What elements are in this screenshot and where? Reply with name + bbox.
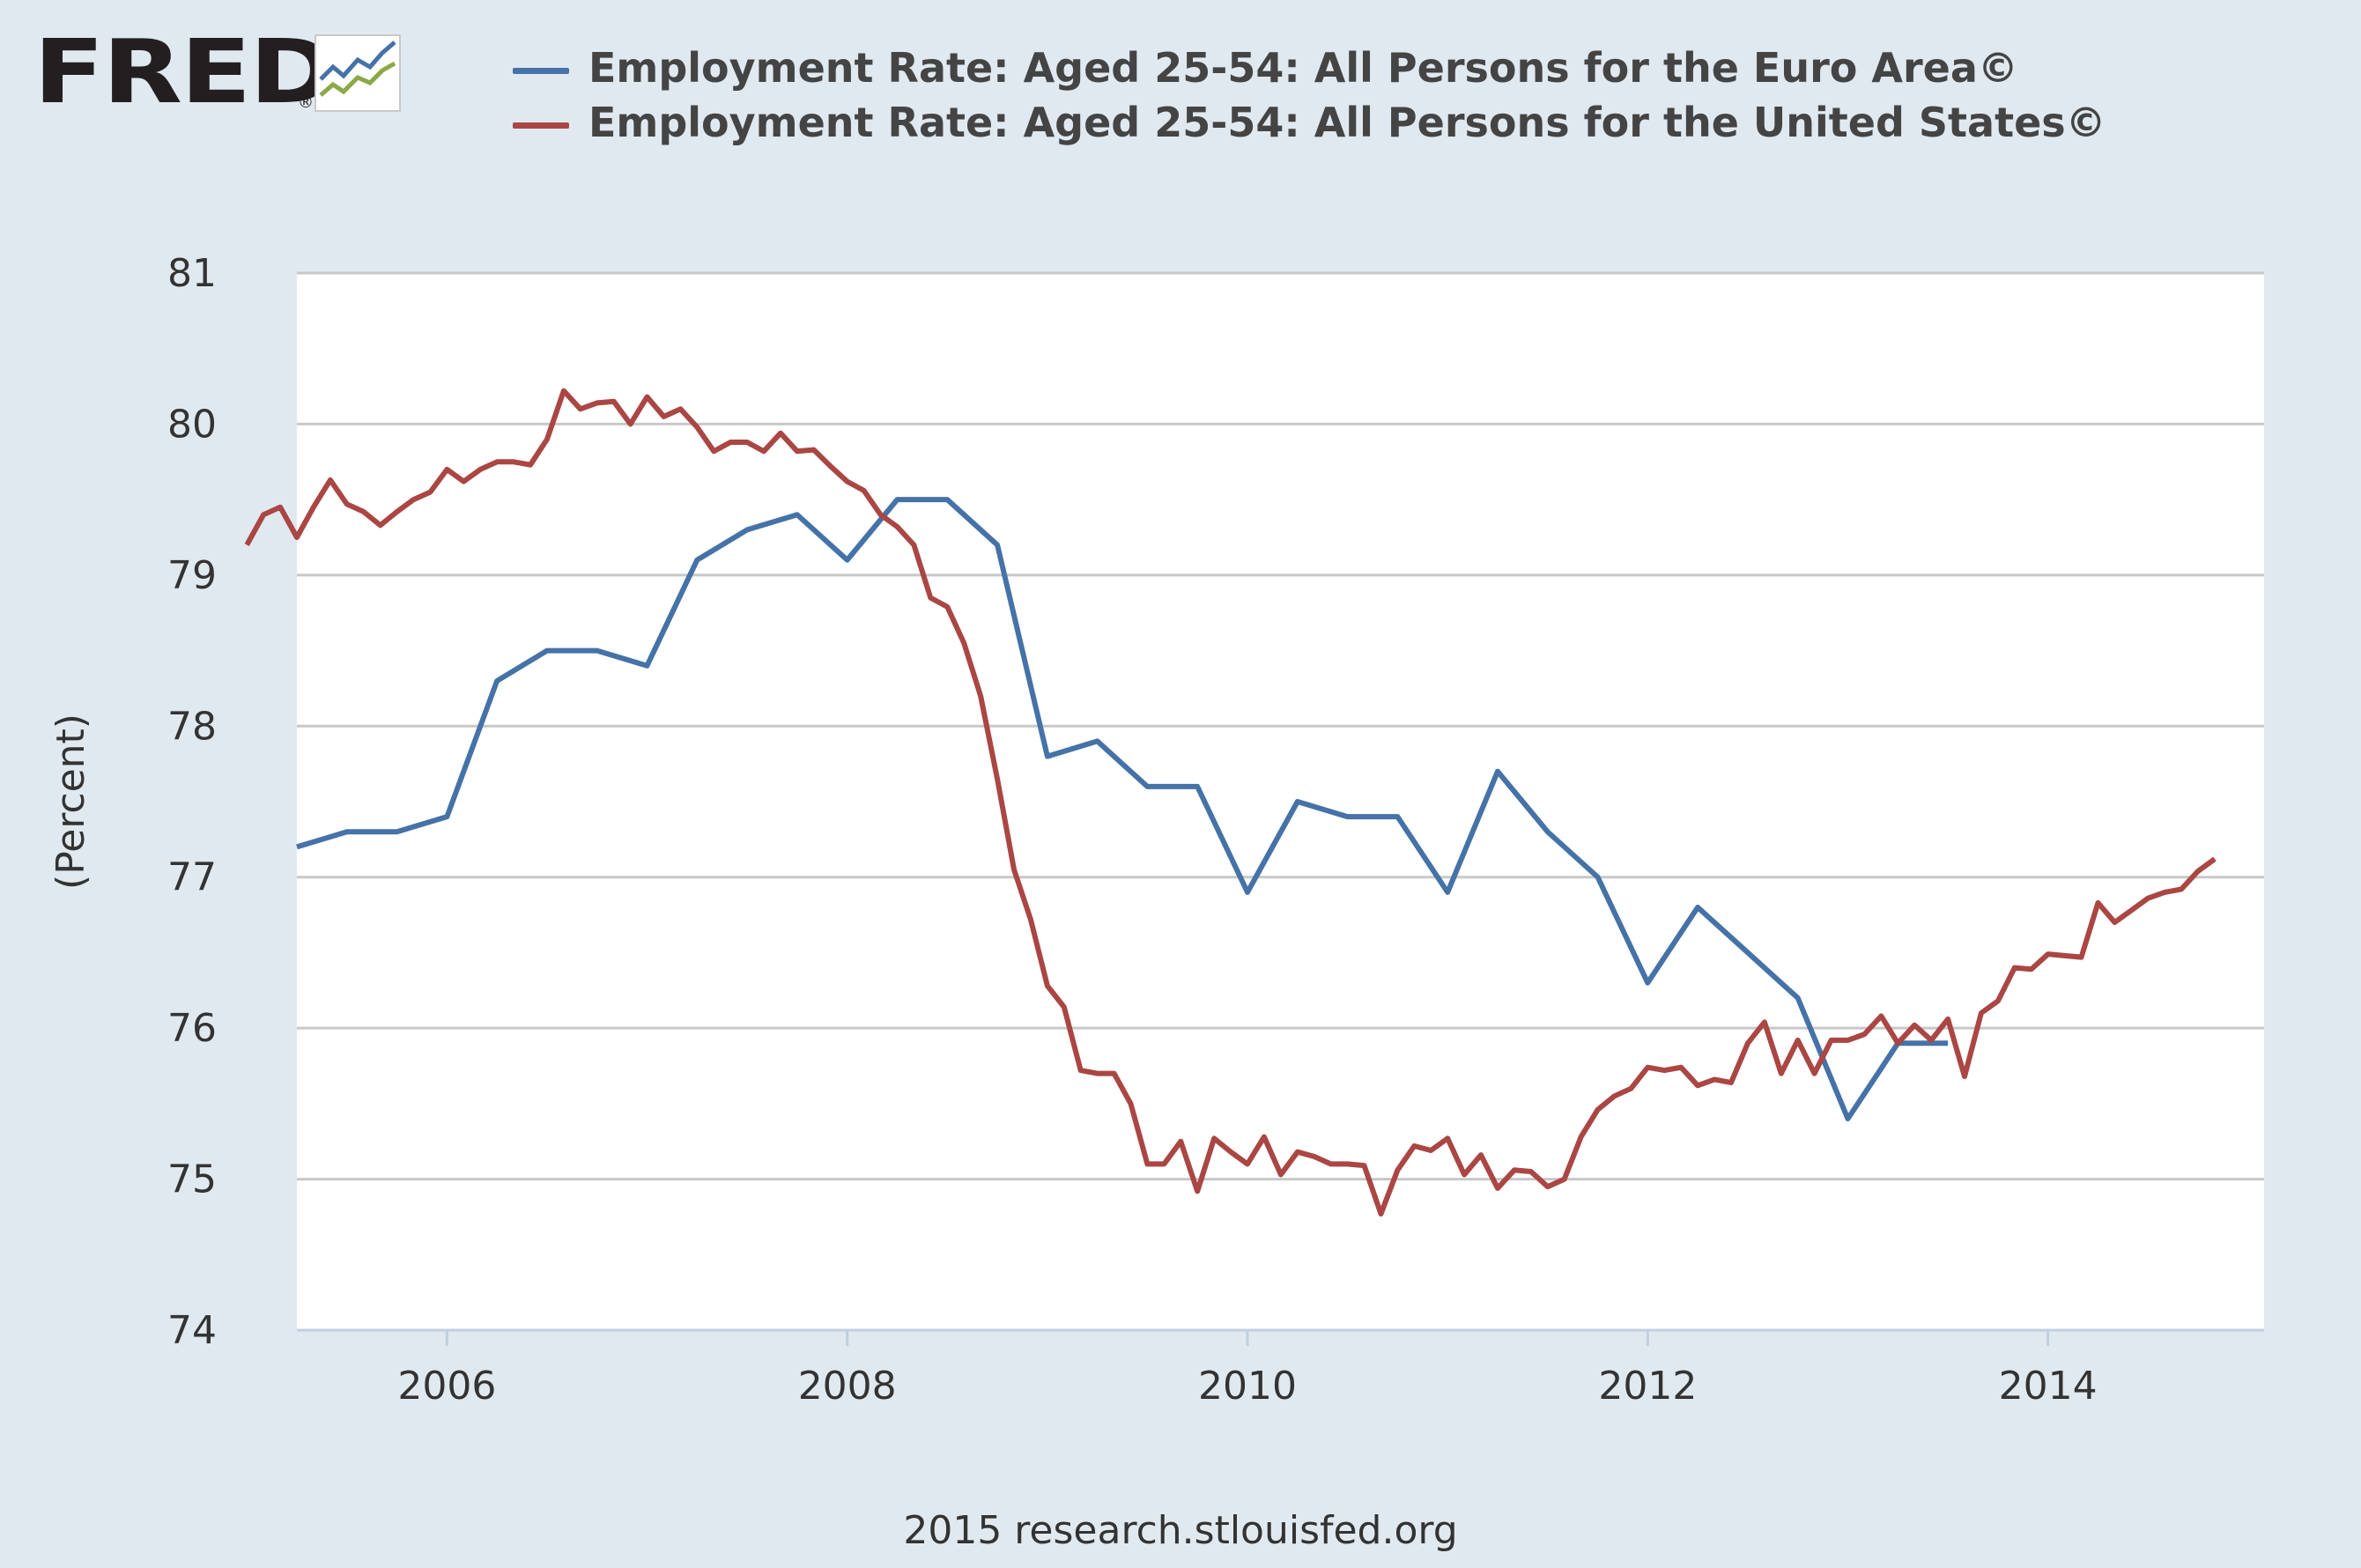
y-tick-label: 78: [167, 704, 217, 749]
legend-label-euro-area: Employment Rate: Aged 25-54: All Persons…: [588, 44, 2018, 92]
legend-swatch-united-states: [513, 122, 569, 129]
source-credit: 2015 research.stlouisfed.org: [903, 1508, 1458, 1553]
y-tick-label: 75: [167, 1158, 217, 1202]
series-line-united-states[interactable]: [244, 388, 2217, 1217]
y-tick-label: 77: [167, 855, 217, 900]
y-tick-label: 79: [167, 553, 217, 598]
y-axis-label: (Percent): [48, 714, 93, 890]
legend-label-united-states: Employment Rate: Aged 25-54: All Persons…: [588, 99, 2106, 146]
x-tick-label: 2008: [798, 1364, 897, 1409]
fred-logo-text: FRED: [33, 20, 336, 123]
line-chart: 74 75 76 77 78 79 80 81 2006 2008 2010 2012 2014 (P…: [48, 251, 2264, 1409]
y-axis-tick-labels: 74 75 76 77 78 79 80 81: [167, 251, 217, 1353]
registered-mark-icon: ®: [298, 93, 314, 112]
y-tick-label: 80: [167, 402, 217, 447]
x-tick-label: 2014: [1999, 1364, 2098, 1409]
fred-logo[interactable]: FRED ®: [33, 28, 401, 116]
series-lines: [244, 388, 2217, 1217]
legend-swatch-euro-area: [513, 68, 569, 74]
series-line-euro-area[interactable]: [296, 497, 1949, 1121]
x-tick-label: 2010: [1198, 1364, 1297, 1409]
y-tick-label: 74: [167, 1308, 217, 1353]
x-tick-label: 2006: [397, 1364, 496, 1409]
x-axis-tick-labels: 2006 2008 2010 2012 2014: [297, 1328, 2264, 1409]
x-tick-label: 2012: [1598, 1364, 1697, 1409]
y-tick-label: 76: [167, 1006, 217, 1051]
y-tick-label: 81: [167, 251, 217, 296]
trend-chart-icon: [315, 34, 401, 112]
plot-area: [297, 273, 2264, 1330]
chart-header: FRED ® Employment Rate: Aged 25-54: All …: [0, 0, 2361, 176]
